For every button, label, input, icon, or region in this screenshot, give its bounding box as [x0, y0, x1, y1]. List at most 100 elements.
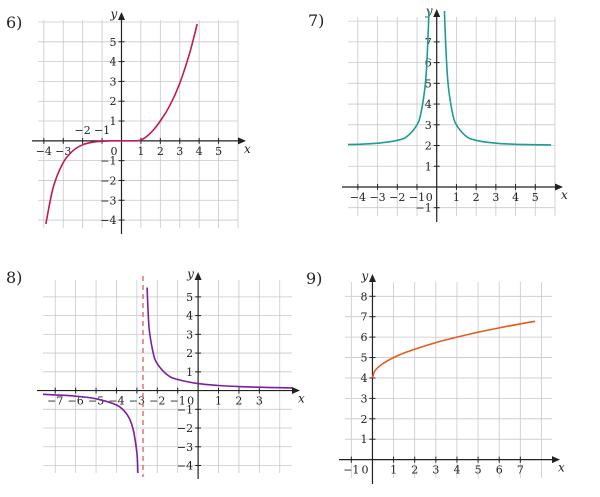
x-tick-label: −3 — [129, 395, 145, 408]
x-tick-label: 5 — [475, 464, 482, 477]
series-line — [443, 11, 552, 146]
y-tick-label: −2 — [100, 174, 116, 187]
x-tick-label: −5 — [88, 395, 104, 408]
x-tick-label: −6 — [68, 395, 84, 408]
y-tick-label: −1 — [100, 155, 116, 168]
x-tick-label: 5 — [532, 191, 539, 204]
graph-9: 9) x y −1 1 2 3 4 5 6 7 1 2 3 4 5 6 7 8 0 — [306, 269, 565, 484]
panel-label: 6) — [6, 13, 22, 32]
x-tick-label: −2 — [149, 395, 165, 408]
x-tick-label: 4 — [453, 464, 460, 477]
x-tick-label: 1 — [453, 191, 460, 204]
y-tick-label: 7 — [360, 311, 367, 324]
x-tick-label: −7 — [47, 395, 63, 408]
x-tick-label: 2 — [411, 464, 418, 477]
y-tick-label: −1 — [177, 403, 193, 416]
panel-label: 8) — [6, 268, 22, 287]
y-tick-label: 3 — [425, 119, 432, 132]
panel-label: 9) — [306, 269, 322, 288]
x-tick-label: −1 — [94, 124, 110, 137]
x-tick-label: 3 — [492, 191, 499, 204]
y-tick-label: −2 — [177, 422, 193, 435]
gridlines — [43, 280, 292, 473]
origin-label: 0 — [426, 191, 433, 204]
y-tick-label: −3 — [100, 194, 116, 207]
origin-label: 0 — [187, 395, 194, 408]
x-axis-label: x — [244, 142, 251, 156]
x-tick-label: 3 — [176, 145, 183, 158]
series-line — [42, 393, 139, 474]
y-tick-label: 8 — [360, 290, 367, 303]
y-tick-label: 1 — [186, 366, 193, 379]
x-tick-label: −2 — [75, 124, 91, 137]
y-tick-label: 2 — [109, 95, 116, 108]
y-axis-label: y — [109, 7, 117, 21]
y-tick-label: 3 — [109, 75, 116, 88]
y-tick-label: −4 — [177, 460, 193, 473]
y-axis-label: y — [186, 267, 194, 281]
y-tick-label: −4 — [100, 214, 116, 227]
y-tick-label: 6 — [425, 57, 432, 70]
y-tick-label: 5 — [186, 291, 193, 304]
x-tick-label: −3 — [55, 145, 71, 158]
x-tick-label: 3 — [432, 464, 439, 477]
series-line — [146, 287, 293, 389]
y-tick-label: 2 — [425, 140, 432, 153]
y-tick-label: 5 — [360, 352, 367, 365]
x-tick-label: −1 — [343, 464, 359, 477]
y-tick-label: 1 — [360, 433, 367, 446]
y-tick-label: 4 — [186, 310, 193, 323]
x-tick-label: 4 — [512, 191, 519, 204]
x-tick-label: 3 — [256, 395, 263, 408]
x-tick-label: 7 — [517, 464, 524, 477]
series-line — [45, 23, 198, 225]
x-tick-label: 2 — [235, 395, 242, 408]
x-tick-label: 6 — [496, 464, 503, 477]
x-axis-arrow-icon — [292, 387, 300, 395]
y-tick-label: 3 — [360, 392, 367, 405]
series-line — [347, 11, 430, 146]
y-tick-label: 2 — [360, 413, 367, 426]
y-axis-arrow-icon — [433, 9, 441, 17]
x-tick-label: 4 — [196, 145, 203, 158]
x-tick-label: −4 — [36, 145, 52, 158]
gridlines — [38, 20, 239, 228]
y-tick-label: 4 — [360, 372, 367, 385]
x-axis-label: x — [558, 461, 565, 475]
y-tick-label: 4 — [425, 98, 432, 111]
y-tick-label: 2 — [186, 347, 193, 360]
x-axis-arrow-icon — [552, 456, 560, 464]
x-axis-label: x — [561, 188, 568, 202]
y-tick-label: 5 — [425, 77, 432, 90]
y-tick-label: 4 — [109, 56, 116, 69]
origin-label: 0 — [110, 145, 117, 158]
y-tick-label: −3 — [177, 441, 193, 454]
gridlines — [348, 17, 556, 216]
x-tick-label: −1 — [170, 395, 186, 408]
x-tick-label: 5 — [215, 145, 222, 158]
x-tick-label: −1 — [409, 191, 425, 204]
x-axis-arrow-icon — [555, 183, 563, 191]
y-axis-arrow-icon — [194, 272, 202, 280]
y-tick-label: 1 — [425, 160, 432, 173]
x-axis-label: x — [298, 392, 305, 406]
x-tick-label: 1 — [390, 464, 397, 477]
x-tick-label: −4 — [350, 191, 366, 204]
panel-label: 7) — [308, 11, 324, 30]
y-tick-label: −1 — [415, 202, 431, 215]
y-tick-label: 6 — [360, 331, 367, 344]
series-line — [371, 320, 536, 379]
x-tick-label: −3 — [369, 191, 385, 204]
gridlines — [345, 282, 552, 478]
y-tick-label: 3 — [186, 328, 193, 341]
origin-label: 0 — [361, 464, 368, 477]
x-tick-label: 2 — [157, 145, 164, 158]
x-tick-label: 1 — [215, 395, 222, 408]
y-axis-arrow-icon — [368, 274, 376, 282]
y-tick-label: 1 — [109, 115, 116, 128]
x-tick-label: −2 — [389, 191, 405, 204]
y-tick-label: 5 — [109, 36, 116, 49]
